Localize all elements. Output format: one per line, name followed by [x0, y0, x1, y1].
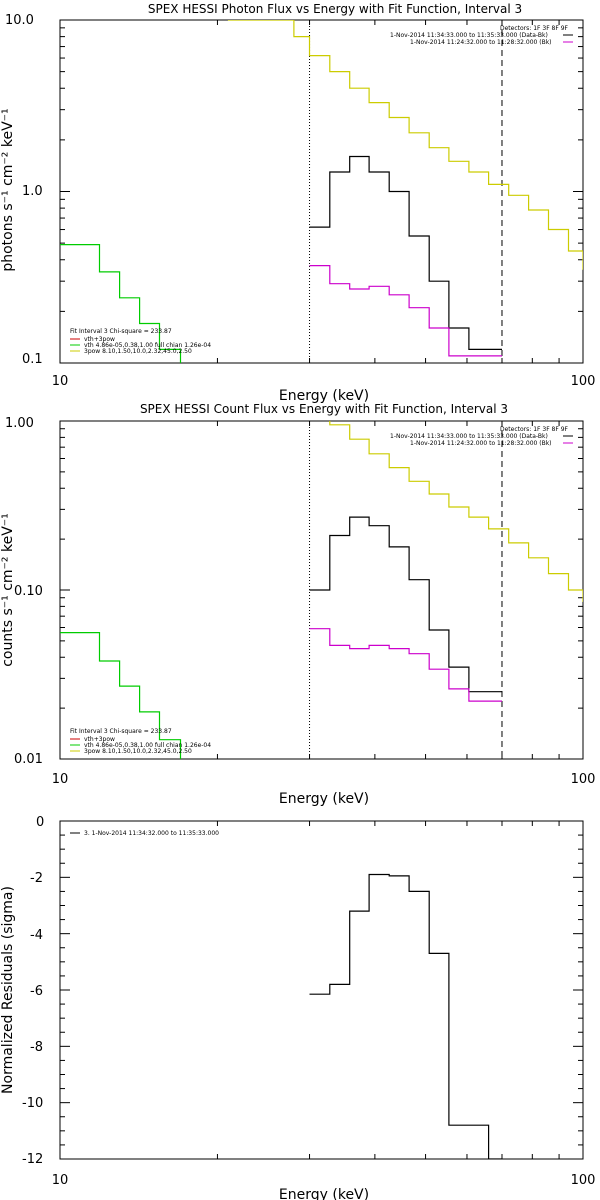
- x-axis-label: Energy (keV): [279, 388, 369, 404]
- y-tick-label: -10: [22, 1096, 43, 1111]
- legend-entry: vth+3pow: [84, 736, 115, 743]
- x-tick-label: 10: [52, 374, 69, 389]
- y-tick-label: 0.01: [14, 752, 43, 767]
- legend-entry: 3pow 8.10,1.50,10.0,2.32,45.0,2.50: [84, 348, 192, 355]
- series-line: [309, 265, 502, 357]
- plot-frame: [59, 19, 584, 364]
- legend-bottom-left: Fit Interval 3 Chi-square = 233.87 vth+3…: [70, 328, 211, 355]
- residuals-panel: 0 -2 -4 -6 -8 -10 -12 10 100 Energy (keV…: [0, 815, 595, 1200]
- x-tick-label: 10: [52, 772, 69, 787]
- plot-frame: [59, 820, 584, 1160]
- x-tick-label: 10: [52, 1173, 69, 1188]
- legend-entry: Fit Interval 3 Chi-square = 233.87: [70, 728, 172, 735]
- y-tick-label: 1.0: [22, 184, 43, 199]
- legend-entry: vth+3pow: [84, 336, 115, 343]
- legend-entry: 1-Nov-2014 11:34:33.000 to 11:35:33.000 …: [390, 32, 548, 39]
- y-tick-label: 0: [36, 815, 44, 830]
- legend-top-left: 3. 1-Nov-2014 11:34:32.000 to 11:35:33.0…: [70, 830, 219, 837]
- chart-title: SPEX HESSI Count Flux vs Energy with Fit…: [140, 402, 508, 416]
- legend-entry: 1-Nov-2014 11:34:33.000 to 11:35:33.000 …: [390, 433, 548, 440]
- series-line: [60, 632, 182, 759]
- legend-entry: Detectors: 1F 3F 8F 9F: [500, 426, 569, 433]
- legend-entry: vth 4.86e-05,0.38,1.00 full chian 1.26e-…: [84, 342, 211, 349]
- legend-top-right: Detectors: 1F 3F 8F 9F 1-Nov-2014 11:34:…: [390, 25, 573, 46]
- legend-entry: 1-Nov-2014 11:24:32.000 to 11:28:32.000 …: [410, 440, 552, 447]
- x-tick-label: 100: [571, 772, 596, 787]
- x-axis-label: Energy (keV): [279, 1187, 369, 1200]
- y-axis-label: counts s⁻¹ cm⁻² keV⁻¹: [0, 513, 16, 667]
- legend-bottom-left: Fit Interval 3 Chi-square = 233.87 vth+3…: [70, 728, 211, 755]
- legend-entry: 3pow 8.10,1.50,10.0,2.32,45.0,2.50: [84, 748, 192, 755]
- legend-entry: Detectors: 1F 3F 8F 9F: [500, 25, 569, 32]
- photon-flux-panel: SPEX HESSI Photon Flux vs Energy with Fi…: [0, 2, 595, 404]
- y-axis-label: Normalized Residuals (sigma): [0, 886, 16, 1094]
- x-axis-label: Energy (keV): [279, 791, 369, 807]
- x-tick-label: 100: [571, 374, 596, 389]
- y-tick-label: 0.1: [22, 352, 43, 367]
- series-line: [329, 421, 583, 602]
- y-tick-label: -2: [30, 871, 43, 886]
- legend-top-right: Detectors: 1F 3F 8F 9F 1-Nov-2014 11:34:…: [390, 426, 573, 447]
- series-line: [227, 20, 583, 270]
- chart-title: SPEX HESSI Photon Flux vs Energy with Fi…: [148, 2, 522, 16]
- series-line: [309, 873, 502, 1159]
- y-tick-label: -6: [30, 984, 43, 999]
- y-tick-label: -12: [22, 1152, 43, 1167]
- legend-entry: Fit Interval 3 Chi-square = 233.87: [70, 328, 172, 335]
- legend-entry: 1-Nov-2014 11:24:32.000 to 11:28:32.000 …: [410, 39, 552, 46]
- series-line: [309, 155, 502, 350]
- legend-entry: vth 4.86e-05,0.38,1.00 full chian 1.26e-…: [84, 742, 211, 749]
- y-tick-label: 1.00: [5, 416, 34, 431]
- series-line: [309, 628, 502, 702]
- y-axis-label: photons s⁻¹ cm⁻² keV⁻¹: [0, 108, 16, 271]
- x-tick-label: 100: [571, 1173, 596, 1188]
- count-flux-panel: SPEX HESSI Count Flux vs Energy with Fit…: [0, 402, 595, 807]
- legend-entry: 3. 1-Nov-2014 11:34:32.000 to 11:35:33.0…: [84, 830, 219, 837]
- series-line: [60, 244, 182, 363]
- y-tick-label: -4: [30, 928, 43, 943]
- series-line: [309, 516, 502, 693]
- y-tick-label: -8: [30, 1040, 43, 1055]
- y-tick-label: 0.10: [14, 584, 43, 599]
- y-tick-label: 10.0: [5, 13, 34, 28]
